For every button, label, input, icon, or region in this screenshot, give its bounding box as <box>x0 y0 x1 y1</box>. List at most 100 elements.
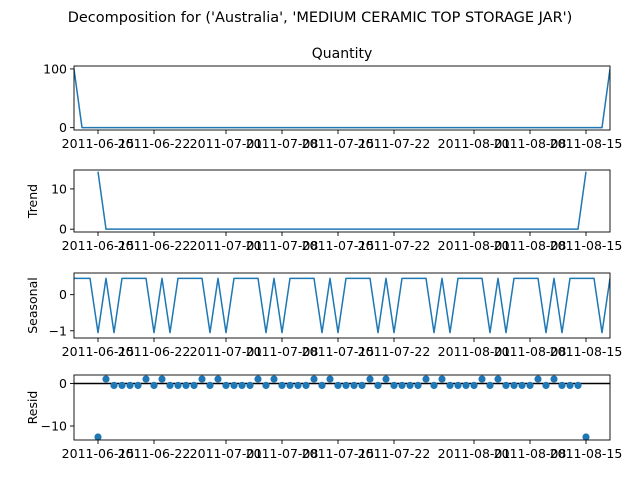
resid-point <box>182 381 190 390</box>
series-line <box>74 277 610 334</box>
x-tick-label: 2011-08-15 <box>550 344 623 359</box>
x-tick-label: 2011-07-15 <box>302 238 375 253</box>
resid-point <box>238 381 246 390</box>
y-tick-label: 0 <box>59 287 67 302</box>
resid-point <box>558 381 566 390</box>
resid-point <box>342 381 350 390</box>
resid-point <box>550 375 558 383</box>
resid-point <box>398 381 406 390</box>
resid-point <box>366 375 374 383</box>
y-axis-label: Trend <box>25 184 40 219</box>
resid-point <box>214 375 222 383</box>
resid-point <box>262 381 270 390</box>
resid-point <box>142 375 150 383</box>
y-tick-label: 0 <box>59 120 67 135</box>
x-tick-label: 2011-07-15 <box>302 446 375 461</box>
x-tick-label: 2011-08-15 <box>550 238 623 253</box>
y-tick-label: 10 <box>51 181 67 196</box>
x-tick-label: 2011-08-15 <box>550 136 623 151</box>
resid-point <box>390 381 398 390</box>
resid-point <box>534 375 542 383</box>
y-tick-label: −10 <box>41 418 67 433</box>
resid-point <box>518 381 526 390</box>
resid-point <box>374 381 382 390</box>
resid-point <box>542 381 550 390</box>
resid-point <box>254 375 262 383</box>
resid-point <box>302 381 310 390</box>
resid-point <box>150 381 158 390</box>
resid-point <box>206 381 214 390</box>
resid-point <box>310 375 318 383</box>
y-axis-label: Resid <box>25 391 40 425</box>
x-tick-label: 2011-08-08 <box>494 446 567 461</box>
resid-point <box>246 381 254 390</box>
resid-point <box>134 381 142 390</box>
resid-point <box>222 381 230 390</box>
x-tick-label: 2011-07-22 <box>358 446 431 461</box>
x-tick-label: 2011-06-22 <box>118 344 191 359</box>
resid-point <box>350 381 358 390</box>
x-tick-label: 2011-08-01 <box>438 238 511 253</box>
y-tick-label: −1 <box>49 323 67 338</box>
x-tick-label: 2011-07-01 <box>190 136 263 151</box>
resid-point <box>414 381 422 390</box>
resid-point <box>502 381 510 390</box>
x-tick-label: 2011-06-22 <box>118 446 191 461</box>
y-tick-label: 100 <box>43 61 67 76</box>
plot-area <box>74 277 610 334</box>
plot-area <box>74 68 610 129</box>
axes-frame <box>73 374 611 441</box>
x-tick-label: 2011-07-08 <box>246 136 319 151</box>
y-tick-label: 0 <box>59 376 67 391</box>
resid-point <box>470 381 478 390</box>
resid-point <box>382 375 390 383</box>
x-tick-label: 2011-06-15 <box>62 446 135 461</box>
resid-point <box>294 381 302 390</box>
axes-frame <box>73 65 611 131</box>
resid-point <box>118 381 126 390</box>
x-tick-label: 2011-08-15 <box>550 446 623 461</box>
resid-point <box>526 381 534 390</box>
x-tick-label: 2011-06-15 <box>62 344 135 359</box>
resid-point <box>230 381 238 390</box>
resid-point <box>574 381 582 390</box>
resid-point <box>462 381 470 390</box>
resid-point <box>198 375 206 383</box>
x-tick-label: 2011-07-22 <box>358 238 431 253</box>
resid-point <box>494 375 502 383</box>
resid-point <box>430 381 438 390</box>
x-tick-label: 2011-07-08 <box>246 238 319 253</box>
x-tick-label: 2011-07-08 <box>246 446 319 461</box>
series-line <box>74 68 610 129</box>
x-tick-label: 2011-06-22 <box>118 238 191 253</box>
resid-point <box>110 381 118 390</box>
x-tick-label: 2011-07-15 <box>302 136 375 151</box>
x-tick-label: 2011-08-08 <box>494 344 567 359</box>
resid-point <box>190 381 198 390</box>
resid-point <box>454 381 462 390</box>
x-tick-label: 2011-08-08 <box>494 238 567 253</box>
x-tick-label: 2011-06-22 <box>118 136 191 151</box>
plot-area <box>74 375 610 440</box>
x-tick-label: 2011-08-01 <box>438 344 511 359</box>
x-tick-label: 2011-07-15 <box>302 344 375 359</box>
resid-point <box>486 381 494 390</box>
resid-point <box>166 381 174 390</box>
axes-frame <box>73 272 611 339</box>
resid-point <box>566 381 574 390</box>
plot-area <box>97 171 587 230</box>
axes-frame <box>73 169 611 233</box>
resid-point <box>422 375 430 383</box>
resid-point <box>286 381 294 390</box>
figure-title: Decomposition for ('Australia', 'MEDIUM … <box>68 10 573 26</box>
resid-point <box>334 381 342 390</box>
resid-point <box>278 381 286 390</box>
x-tick-label: 2011-08-01 <box>438 446 511 461</box>
resid-point <box>270 375 278 383</box>
y-tick-label: 0 <box>59 222 67 237</box>
y-axis-label: Seasonal <box>25 277 40 334</box>
